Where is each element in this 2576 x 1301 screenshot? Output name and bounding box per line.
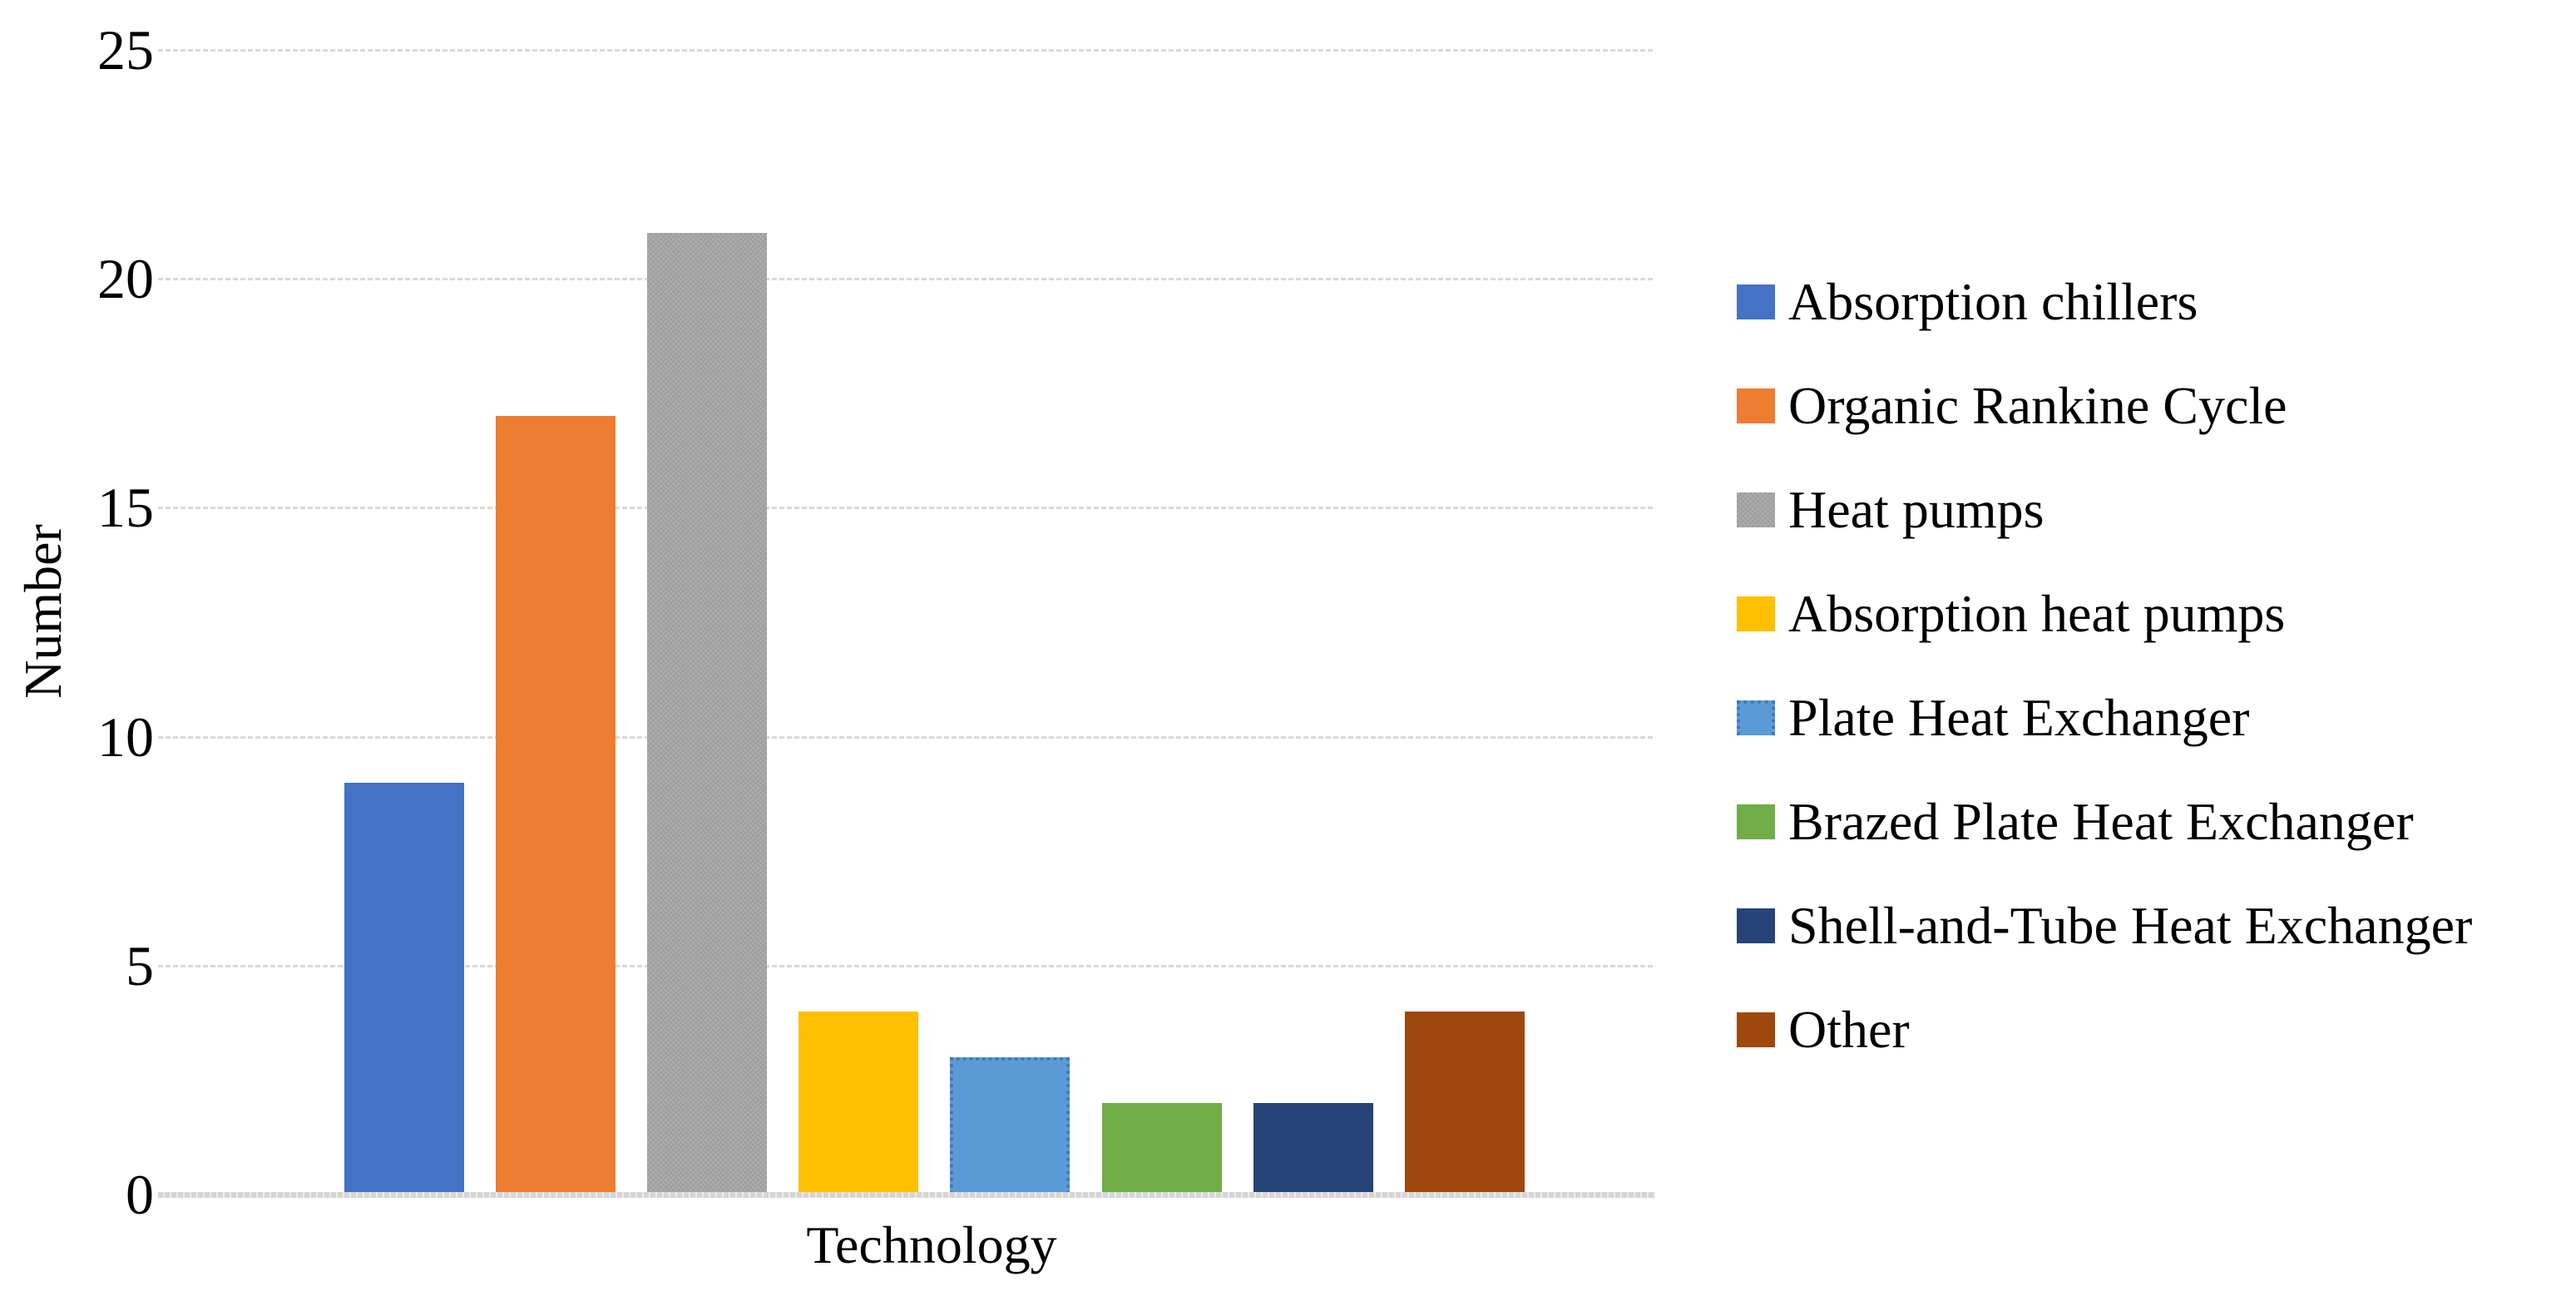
legend-item-other: Other xyxy=(1737,977,1910,1081)
bar-brazed-plate-heat-exchanger xyxy=(1102,1103,1222,1195)
y-tick-label-20: 20 xyxy=(97,247,154,311)
x-axis-title: Technology xyxy=(806,1215,1057,1274)
legend-label-heat-pumps: Heat pumps xyxy=(1788,480,2044,539)
y-tick-label-5: 5 xyxy=(126,933,154,997)
legend-swatch-organic-rankine-cycle xyxy=(1737,388,1775,423)
legend-label-other: Other xyxy=(1788,1000,1910,1059)
legend-label-plate-heat-exchanger: Plate Heat Exchanger xyxy=(1788,688,2250,747)
legend-item-organic-rankine-cycle: Organic Rankine Cycle xyxy=(1737,354,2287,458)
legend-item-heat-pumps: Heat pumps xyxy=(1737,458,2044,561)
gridline-20 xyxy=(158,278,1655,281)
bar-other xyxy=(1405,1012,1525,1195)
legend-swatch-other xyxy=(1737,1012,1775,1047)
bar-absorption-heat-pumps xyxy=(799,1012,918,1195)
y-tick-label-25: 25 xyxy=(97,18,154,82)
gridline-10 xyxy=(158,735,1655,739)
y-tick-label-15: 15 xyxy=(97,476,154,540)
y-tick-label-10: 10 xyxy=(97,705,154,769)
legend-swatch-absorption-heat-pumps xyxy=(1737,596,1775,631)
bar-heat-pumps xyxy=(647,233,767,1195)
bar-shell-and-tube-heat-exchanger xyxy=(1253,1103,1373,1195)
legend-item-plate-heat-exchanger: Plate Heat Exchanger xyxy=(1737,665,2249,769)
legend-item-absorption-heat-pumps: Absorption heat pumps xyxy=(1737,561,2285,665)
y-tick-label-0: 0 xyxy=(126,1163,154,1226)
gridline-5 xyxy=(158,964,1655,967)
bar-organic-rankine-cycle xyxy=(496,416,616,1195)
gridline-15 xyxy=(158,507,1655,510)
legend-item-absorption-chillers: Absorption chillers xyxy=(1737,250,2198,354)
legend-swatch-brazed-plate-heat-exchanger xyxy=(1737,804,1775,839)
legend-label-brazed-plate-heat-exchanger: Brazed Plate Heat Exchanger xyxy=(1788,792,2414,851)
legend-label-organic-rankine-cycle: Organic Rankine Cycle xyxy=(1788,376,2287,435)
gridline-25 xyxy=(158,49,1655,52)
legend-label-shell-and-tube-heat-exchanger: Shell-and-Tube Heat Exchanger xyxy=(1788,896,2473,955)
legend-item-brazed-plate-heat-exchanger: Brazed Plate Heat Exchanger xyxy=(1737,769,2414,873)
x-axis-line xyxy=(158,1192,1655,1198)
legend-label-absorption-heat-pumps: Absorption heat pumps xyxy=(1788,584,2286,643)
legend-swatch-absorption-chillers xyxy=(1737,284,1775,319)
bar-absorption-chillers xyxy=(344,783,464,1195)
legend-swatch-shell-and-tube-heat-exchanger xyxy=(1737,908,1775,943)
plot-area xyxy=(158,49,1655,1198)
legend-swatch-heat-pumps xyxy=(1737,492,1775,527)
legend-swatch-plate-heat-exchanger xyxy=(1737,700,1775,735)
legend-label-absorption-chillers: Absorption chillers xyxy=(1788,272,2198,331)
bar-plate-heat-exchanger xyxy=(950,1057,1070,1195)
legend-item-shell-and-tube-heat-exchanger: Shell-and-Tube Heat Exchanger xyxy=(1737,873,2472,977)
